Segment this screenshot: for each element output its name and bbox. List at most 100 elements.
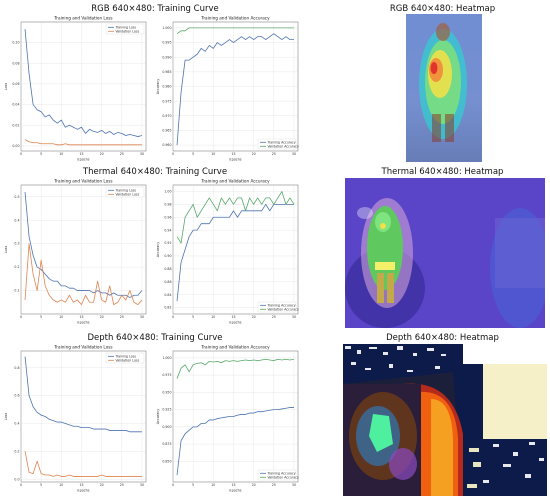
chart1-ytick-label: 0.980 (162, 85, 171, 89)
chart0-ytick-label: 0.00 (12, 144, 19, 148)
chart3-ytick-label: 0.84 (164, 293, 171, 297)
chart2-ytick-label: 0.2 (14, 265, 19, 269)
chart5-ytick-label: 0.975 (162, 373, 171, 377)
chart3-ytick-label: 0.82 (164, 306, 171, 310)
chart3-xtick-label: 0 (172, 315, 174, 319)
chart5-ytick-label: 0.950 (162, 390, 171, 394)
chart3-ytick-label: 1.00 (164, 190, 171, 194)
chart5-xtick-label: 30 (292, 483, 296, 487)
chart1-legend-label: Validation Accuracy (268, 144, 299, 148)
chart1-ytick-label: 0.965 (162, 129, 171, 133)
chart0-ytick-label: 0.06 (12, 82, 19, 86)
chart2-ylabel: Loss (4, 246, 8, 254)
chart3-ytick-label: 0.94 (164, 228, 171, 232)
chart1-series-0-line (176, 33, 294, 146)
chart4-legend-label: Validation Loss (116, 358, 140, 362)
chart0-legend (105, 23, 145, 35)
chart3-series-1-line (176, 191, 295, 244)
chart3-series-0-line (176, 203, 294, 302)
row-title-thermal: Thermal 640×480: Training Curve (82, 167, 228, 177)
chart5-series-0-line (176, 407, 294, 476)
chart5-xtick-label: 5 (192, 483, 194, 487)
chart4-xtick-label: 20 (100, 483, 104, 487)
chart3-ytick-label: 0.86 (164, 280, 171, 284)
chart4-legend-label: Training Loss (115, 354, 137, 358)
chart1-ytick-label: 0.990 (162, 55, 171, 59)
chart1-xtick-label: 20 (252, 152, 256, 156)
chart4-legend (105, 352, 145, 364)
chart3-xtick-label: 25 (272, 315, 276, 319)
chart5-plot-area (172, 350, 299, 483)
thermal-heatmap-image (345, 178, 545, 328)
chart2-series-1-line (24, 243, 143, 306)
chart2-legend (105, 186, 145, 198)
chart4-xtick-label: 15 (79, 483, 83, 487)
chart3-legend-label: Validation Accuracy (268, 307, 299, 311)
chart0-ytick-label: 0.10 (12, 41, 19, 45)
chart2-xlabel: Epochs (77, 321, 89, 325)
chart0-ytick-label: 0.04 (12, 103, 19, 107)
chart4-title: Training and Validation Loss (53, 345, 112, 350)
chart2-title: Training and Validation Loss (53, 179, 112, 184)
chart5-ytick-label: 0.875 (162, 442, 171, 446)
chart0-series-1-line (24, 139, 142, 146)
chart4-ytick-label: 0.6 (14, 394, 19, 398)
heatmap-title-thermal: Thermal 640×480: Heatmap (381, 167, 504, 177)
chart4-ytick-label: 0.8 (14, 366, 19, 370)
chart0-ytick-label: 0.02 (12, 123, 19, 127)
chart1-xtick-label: 25 (272, 152, 276, 156)
chart4-xtick-label: 5 (40, 483, 42, 487)
chart5-ytick-label: 0.900 (162, 425, 171, 429)
chart2-xtick-label: 15 (79, 315, 83, 319)
chart5-xlabel: Epochs (229, 489, 241, 493)
chart2-series-0-line (24, 192, 143, 298)
chart4-series-0-line (24, 356, 142, 433)
chart1-ylabel: Accuracy (156, 79, 160, 94)
chart3-legend (257, 301, 297, 313)
heatmap-title-rgb: RGB 640×480: Heatmap (389, 4, 496, 14)
chart0-xtick-label: 5 (40, 152, 42, 156)
chart4-xlabel: Epochs (77, 489, 89, 493)
chart1-xtick-label: 0 (172, 152, 174, 156)
chart3-legend-label: Training Accuracy (267, 303, 296, 307)
chart4-xtick-label: 25 (120, 483, 124, 487)
chart5-xtick-label: 20 (252, 483, 256, 487)
chart1-xtick-label: 10 (211, 152, 215, 156)
chart2-xtick-label: 10 (59, 315, 63, 319)
chart2-ytick-label: 0.1 (14, 289, 19, 293)
thermal-accuracy-chart: 0.82 0.84 0.86 0.88 0.90 0.92 0.94 0.96 0.98 1.00… (156, 179, 299, 325)
chart5-title: Training and Validation Accuracy (200, 345, 270, 350)
chart0-xtick-label: 20 (100, 152, 104, 156)
chart5-ylabel: Accuracy (156, 409, 160, 424)
chart5-xtick-label: 10 (211, 483, 215, 487)
chart4-ytick-label: 0.4 (14, 422, 19, 426)
chart1-legend-label: Training Accuracy (267, 140, 296, 144)
chart3-title: Training and Validation Accuracy (200, 179, 270, 184)
chart0-xtick-label: 25 (120, 152, 124, 156)
chart4-ytick-label: 0.0 (14, 477, 19, 481)
rgb-accuracy-chart: 0.960 0.965 0.970 0.975 0.980 0.985 0.990 0.995… (156, 16, 299, 162)
chart3-ytick-label: 0.92 (164, 241, 171, 245)
chart5-xtick-label: 25 (272, 483, 276, 487)
rgb-heatmap-image (406, 14, 482, 162)
depth-heatmap-image (343, 344, 547, 496)
chart5-series-1-line (176, 358, 295, 379)
chart2-legend-label: Validation Loss (116, 192, 140, 196)
chart2-ytick-label: 0.3 (14, 242, 19, 246)
chart5-ytick-label: 1.000 (162, 356, 171, 360)
chart0-legend-label: Training Loss (115, 25, 137, 29)
chart1-xlabel: Epochs (229, 158, 241, 162)
chart2-plot-area (20, 184, 147, 315)
chart5-xtick-label: 15 (231, 483, 235, 487)
chart3-ylabel: Accuracy (156, 242, 160, 257)
chart0-series-0-line (24, 29, 143, 137)
chart4-xtick-label: 10 (59, 483, 63, 487)
chart0-xtick-label: 10 (59, 152, 63, 156)
row-title-depth: Depth 640×480: Training Curve (87, 333, 223, 343)
chart1-ytick-label: 1.000 (162, 26, 171, 30)
chart2-xtick-label: 30 (140, 315, 144, 319)
depth-loss-chart: 0.0 0.2 0.4 0.6 0.8 0 5 10 15 20 25 30 Training and … (4, 345, 147, 493)
chart1-ytick-label: 0.985 (162, 70, 171, 74)
chart2-ytick-label: 0.5 (14, 195, 19, 199)
chart1-series-1-line (176, 27, 294, 35)
